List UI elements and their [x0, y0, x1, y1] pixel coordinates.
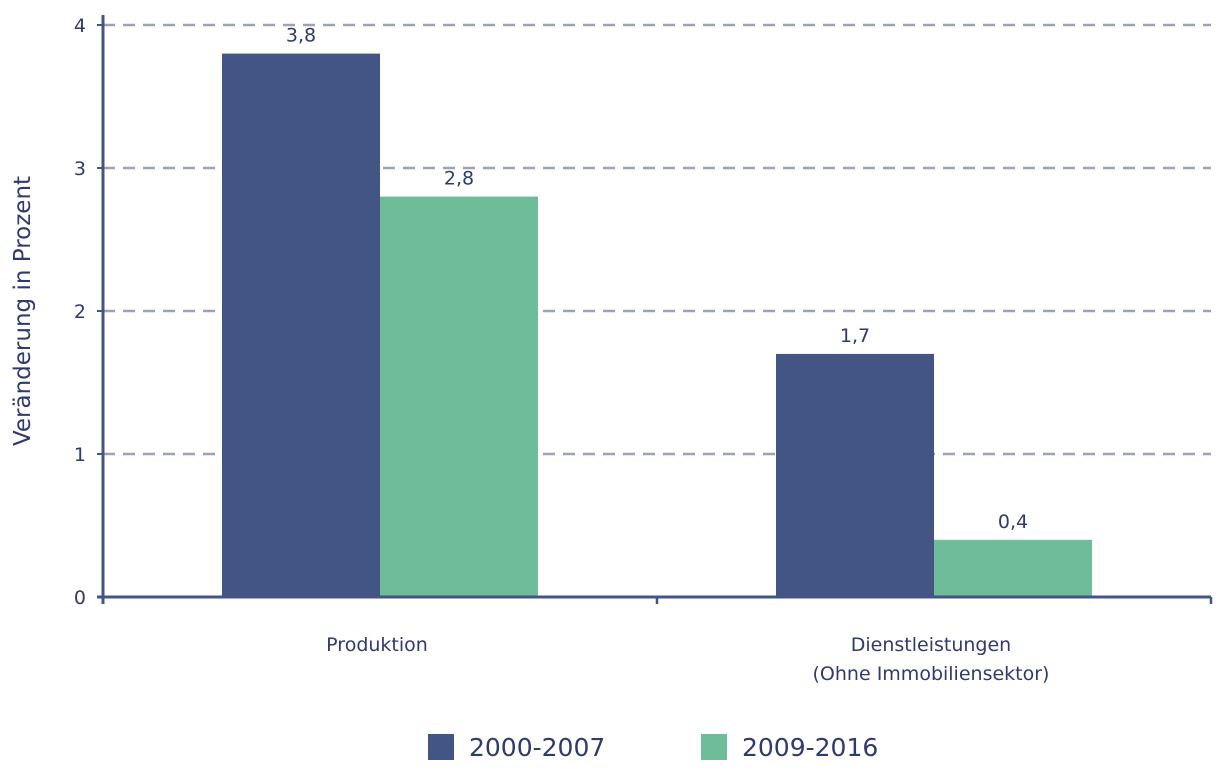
x-category-label: Dienstleistungen: [851, 634, 1011, 656]
bar-2000-2007-0: [222, 53, 380, 598]
y-tick-label: 1: [74, 444, 86, 466]
x-category-label: (Ohne Immobiliensektor): [813, 663, 1050, 685]
y-tick-label: 4: [74, 15, 86, 37]
y-tick-label: 3: [74, 158, 86, 180]
category-labels: Produktion Dienstleistungen (Ohne Immobili…: [326, 634, 1049, 685]
legend-label: 2009-2016: [742, 733, 878, 762]
bar-2000-2007-1: [776, 353, 934, 597]
data-label: 2,8: [444, 168, 474, 190]
y-tick-label: 0: [74, 587, 86, 609]
y-tick-label: 2: [74, 301, 86, 323]
bar-2009-2016-0: [380, 196, 538, 597]
legend: 2000-2007 2009-2016: [428, 733, 878, 762]
y-axis-title: Veränderung in Prozent: [10, 176, 36, 446]
data-label: 1,7: [840, 325, 870, 347]
data-label: 0,4: [998, 511, 1028, 533]
bars: [222, 53, 1092, 598]
y-axis-ticks: 0 1 2 3 4: [74, 15, 103, 609]
axes: [97, 15, 1213, 604]
data-labels: 3,8 2,8 1,7 0,4: [286, 25, 1028, 533]
bar-2009-2016-1: [934, 539, 1092, 597]
x-category-label: Produktion: [326, 634, 428, 656]
legend-swatch: [428, 734, 454, 760]
legend-label: 2000-2007: [469, 733, 605, 762]
data-label: 3,8: [286, 25, 316, 47]
legend-swatch: [701, 734, 727, 760]
